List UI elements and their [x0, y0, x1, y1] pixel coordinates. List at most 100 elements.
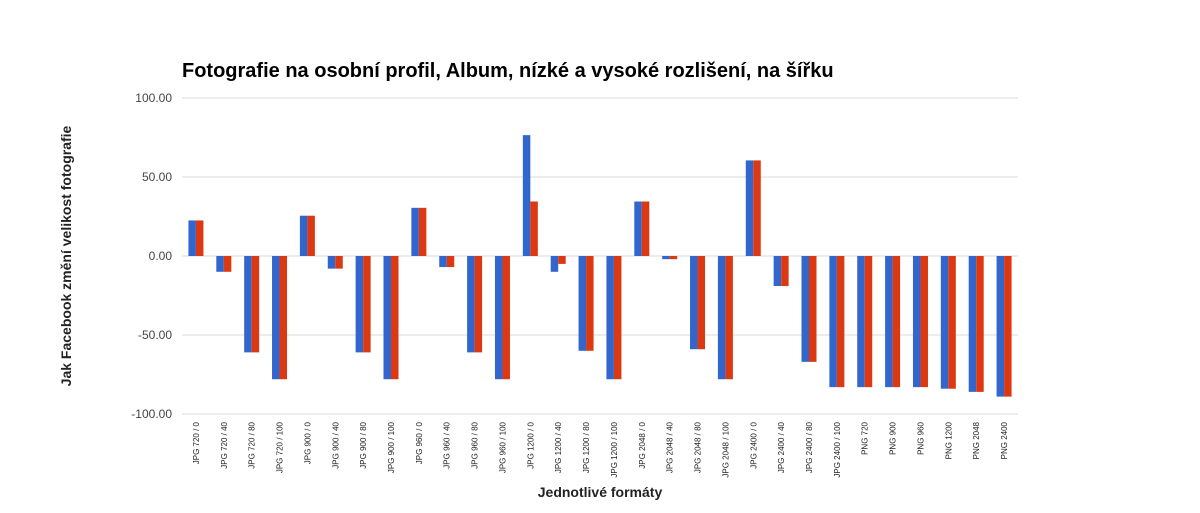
x-tick-label: JPG 960 / 100: [498, 421, 507, 473]
bars: [188, 135, 1012, 397]
chart-title: Fotografie na osobní profil, Album, nízk…: [182, 60, 834, 82]
bar-series-1: [606, 256, 614, 380]
x-tick-label: JPG 2400 / 100: [833, 421, 842, 477]
bar-series-2: [251, 256, 260, 353]
bar-series-2: [474, 256, 483, 353]
x-tick-label: PNG 2400: [1000, 421, 1009, 459]
bar-series-1: [968, 256, 977, 392]
bar-series-1: [188, 220, 196, 256]
x-tick-label: JPG 720 / 100: [276, 421, 285, 473]
x-tick-label: JPG 1200 / 80: [582, 421, 591, 473]
bar-series-1: [327, 256, 336, 269]
bar-series-2: [391, 256, 399, 380]
x-tick-label: PNG 2048: [972, 421, 981, 459]
x-tick-label: JPG 720 / 40: [220, 421, 229, 468]
bar-series-1: [662, 256, 670, 260]
bar-series-1: [745, 160, 754, 256]
bar-series-1: [578, 256, 587, 351]
bar-series-2: [502, 256, 510, 380]
bar-series-2: [892, 256, 901, 388]
bar-series-1: [272, 256, 280, 380]
x-tick-label: JPG 2048 / 40: [666, 421, 675, 473]
x-tick-label: JPG 900 / 0: [303, 421, 312, 464]
bar-series-2: [446, 256, 455, 268]
bar-series-2: [976, 256, 984, 392]
y-tick-label: -50.00: [138, 328, 172, 342]
x-tick-label: JPG 2400 / 40: [777, 421, 786, 473]
bar-series-2: [641, 201, 650, 256]
bar-series-1: [885, 256, 893, 388]
bar-series-1: [494, 256, 503, 380]
x-tick-label: JPG 900 / 100: [387, 421, 396, 473]
x-tick-label: JPG 1200 / 100: [610, 421, 619, 477]
bar-series-2: [335, 256, 343, 269]
bar-series-1: [634, 201, 642, 256]
bar-series-1: [912, 256, 921, 388]
x-tick-label: JPG 2400 / 0: [749, 421, 758, 468]
x-tick-label: JPG 900 / 40: [331, 421, 340, 468]
bar-series-1: [411, 207, 419, 256]
x-tick-label: JPG 960 / 0: [415, 421, 424, 464]
bar-series-2: [920, 256, 928, 388]
bar-series-1: [550, 256, 559, 272]
x-tick-label: PNG 1200: [944, 421, 953, 459]
bar-series-2: [613, 256, 622, 380]
bar-series-2: [753, 160, 761, 256]
x-tick-label: JPG 720 / 0: [192, 421, 201, 464]
y-tick-label: 0.00: [149, 249, 173, 263]
bar-series-2: [223, 256, 232, 272]
bar-series-1: [801, 256, 809, 362]
bar-series-1: [467, 256, 475, 353]
x-tick-label: JPG 1200 / 40: [554, 421, 563, 473]
bar-series-2: [725, 256, 733, 380]
bar-series-1: [690, 256, 698, 350]
bar-series-2: [669, 256, 678, 260]
bar-series-1: [857, 256, 865, 388]
x-axis-ticks: JPG 720 / 0 JPG 720 / 40 JPG 720 / 80 JPG 7…: [192, 421, 1009, 477]
x-tick-label: JPG 2400 / 80: [805, 421, 814, 473]
bar-series-1: [522, 135, 531, 256]
bar-series-2: [418, 207, 427, 256]
bar-series-1: [216, 256, 224, 272]
bar-series-2: [1004, 256, 1012, 397]
x-tick-label: JPG 960 / 80: [471, 421, 480, 468]
bar-series-2: [697, 256, 706, 350]
bar-series-2: [195, 220, 204, 256]
bar-series-2: [530, 201, 538, 256]
bar-series-2: [836, 256, 845, 388]
bar-series-2: [864, 256, 873, 388]
bar-series-2: [279, 256, 288, 380]
bar-series-2: [948, 256, 956, 389]
x-axis-label: Jednotlivé formáty: [538, 484, 663, 500]
x-tick-label: PNG 720: [861, 421, 870, 454]
bar-series-1: [996, 256, 1005, 397]
bar-series-2: [809, 256, 817, 362]
bar-series-1: [940, 256, 949, 389]
bar-series-1: [717, 256, 726, 380]
bar-series-1: [355, 256, 364, 353]
x-tick-label: JPG 1200 / 0: [526, 421, 535, 468]
bar-series-1: [244, 256, 252, 353]
bar-series-2: [558, 256, 566, 264]
y-tick-label: 50.00: [142, 170, 172, 184]
x-tick-label: PNG 900: [889, 421, 898, 454]
bar-series-2: [307, 215, 315, 256]
bar-series-1: [439, 256, 447, 268]
bar-series-2: [586, 256, 594, 351]
x-tick-label: PNG 960: [916, 421, 925, 454]
y-axis-label: Jak Facebook změní velikost fotografie: [58, 125, 74, 386]
x-tick-label: JPG 2048 / 80: [694, 421, 703, 473]
bar-series-1: [383, 256, 391, 380]
bar-series-1: [829, 256, 837, 388]
bar-series-1: [299, 215, 308, 256]
bar-series-2: [363, 256, 371, 353]
bar-series-2: [781, 256, 789, 287]
x-tick-label: JPG 900 / 80: [359, 421, 368, 468]
y-axis-ticks: 100.00 50.00 0.00 -50.00 -100.00: [131, 91, 172, 421]
bar-series-1: [773, 256, 782, 287]
grid-layer: [182, 97, 1018, 415]
y-tick-label: 100.00: [135, 91, 172, 105]
x-tick-label: JPG 720 / 80: [248, 421, 257, 468]
x-tick-label: JPG 2048 / 100: [721, 421, 730, 477]
